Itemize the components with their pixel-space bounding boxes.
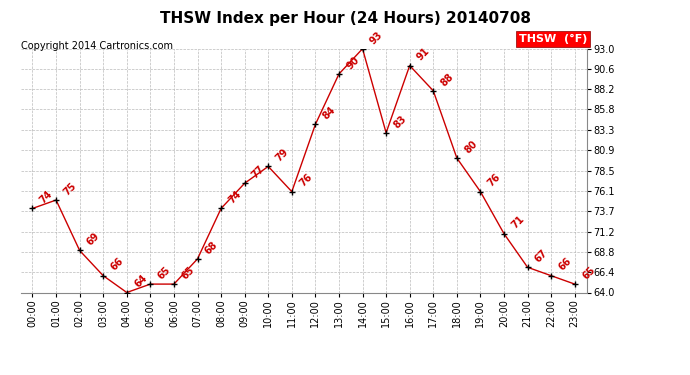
Text: 74: 74 <box>226 189 244 206</box>
Text: 91: 91 <box>415 46 432 63</box>
Text: 69: 69 <box>85 231 102 248</box>
Text: 76: 76 <box>486 172 502 189</box>
Text: THSW  (°F): THSW (°F) <box>519 34 587 44</box>
Text: 76: 76 <box>297 172 314 189</box>
Text: Copyright 2014 Cartronics.com: Copyright 2014 Cartronics.com <box>21 41 172 51</box>
Text: 93: 93 <box>368 29 385 46</box>
Text: 79: 79 <box>274 147 290 164</box>
Text: 67: 67 <box>533 248 550 264</box>
Text: 84: 84 <box>321 105 337 122</box>
Text: 65: 65 <box>179 265 196 281</box>
Text: 64: 64 <box>132 273 149 290</box>
Text: 74: 74 <box>38 189 55 206</box>
Text: 71: 71 <box>509 214 526 231</box>
Text: 65: 65 <box>580 265 597 281</box>
Text: 90: 90 <box>344 55 361 71</box>
Text: 68: 68 <box>203 239 220 256</box>
Text: 75: 75 <box>61 181 78 197</box>
Text: THSW Index per Hour (24 Hours) 20140708: THSW Index per Hour (24 Hours) 20140708 <box>159 11 531 26</box>
Text: 83: 83 <box>392 113 408 130</box>
Text: 65: 65 <box>156 265 172 281</box>
Text: 88: 88 <box>439 71 455 88</box>
Text: 66: 66 <box>109 256 126 273</box>
Text: 66: 66 <box>557 256 573 273</box>
Text: 80: 80 <box>462 138 479 155</box>
Text: 77: 77 <box>250 164 267 180</box>
